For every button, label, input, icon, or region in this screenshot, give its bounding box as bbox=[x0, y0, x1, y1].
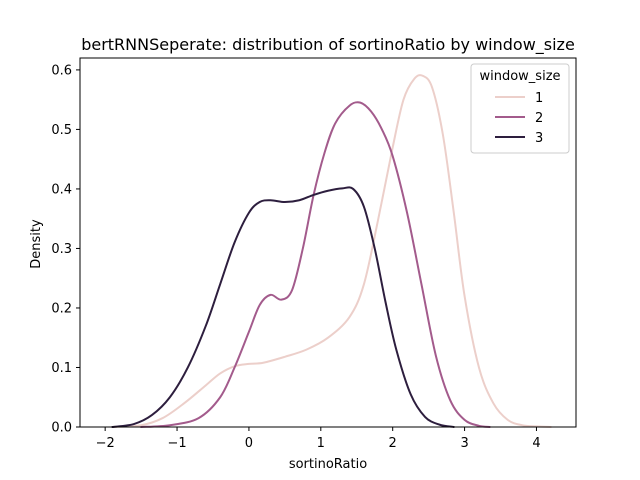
y-axis: 0.0 0.1 0.2 0.3 0.4 0.5 0.6 bbox=[51, 63, 80, 436]
x-tick-label: −1 bbox=[167, 436, 186, 451]
x-tick-label: 0 bbox=[245, 436, 253, 451]
x-tick-label: 3 bbox=[460, 436, 468, 451]
x-tick-label: 1 bbox=[317, 436, 325, 451]
plot-frame bbox=[79, 57, 577, 428]
series-line-3 bbox=[111, 186, 455, 428]
legend-title: window_size bbox=[479, 69, 560, 84]
y-tick-label: 0.0 bbox=[51, 421, 72, 436]
y-tick-label: 0.5 bbox=[51, 123, 72, 138]
legend-box bbox=[470, 63, 570, 154]
x-axis-label: sortinoRatio bbox=[289, 457, 367, 472]
series-line-1 bbox=[111, 74, 552, 428]
legend: window_size 1 2 3 bbox=[470, 63, 570, 154]
x-tick-label: 2 bbox=[389, 436, 397, 451]
y-tick-label: 0.3 bbox=[51, 242, 72, 257]
legend-label-2: 2 bbox=[535, 111, 543, 126]
y-tick-label: 0.1 bbox=[51, 361, 72, 376]
y-tick-label: 0.2 bbox=[51, 301, 72, 316]
legend-label-3: 3 bbox=[535, 131, 543, 146]
x-tick-label: 4 bbox=[532, 436, 540, 451]
chart-title: bertRNNSeperate: distribution of sortino… bbox=[81, 35, 575, 55]
legend-label-1: 1 bbox=[535, 91, 543, 106]
y-axis-label: Density bbox=[29, 219, 44, 269]
y-tick-label: 0.6 bbox=[51, 63, 72, 78]
plot-area bbox=[79, 57, 577, 428]
series-line-2 bbox=[140, 101, 491, 428]
y-tick-label: 0.4 bbox=[51, 182, 72, 197]
x-tick-label: −2 bbox=[96, 436, 115, 451]
x-axis: −2 −1 0 1 2 3 4 bbox=[96, 427, 541, 451]
